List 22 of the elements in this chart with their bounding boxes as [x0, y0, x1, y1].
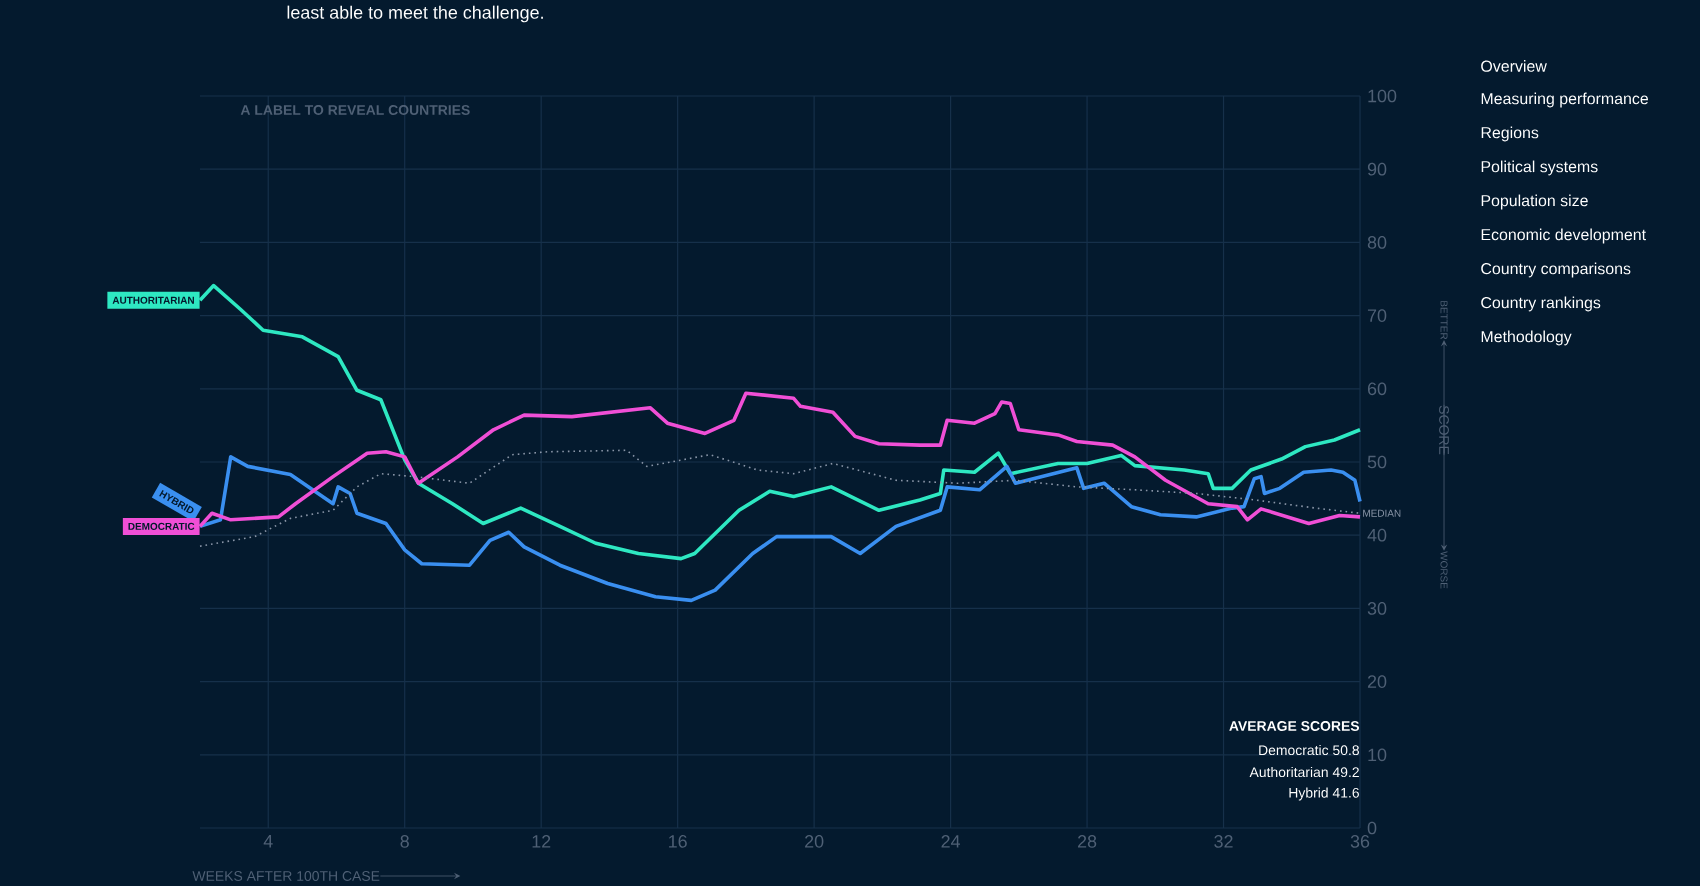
y-tick-label: 20: [1367, 675, 1387, 688]
x-tick-label: 32: [1214, 835, 1233, 848]
y-tick-label: 70: [1367, 309, 1387, 322]
y-tick-label: 50: [1367, 455, 1387, 469]
y-tick-label: 30: [1367, 602, 1387, 615]
text: least able to meet the challenge.: [287, 5, 543, 23]
line-series: [199, 449, 1361, 547]
x-tick-label: 24: [941, 835, 961, 848]
x-tick-label: 8: [400, 835, 409, 848]
x-tick-label: 12: [532, 835, 551, 848]
y-tick-label: 60: [1367, 382, 1387, 396]
x-tick-label: 16: [669, 835, 687, 848]
y-tick-label: 40: [1367, 528, 1387, 542]
y-tick-label: 90: [1367, 162, 1387, 176]
x-tick-label: 20: [805, 835, 824, 848]
x-tick-label: 28: [1078, 835, 1097, 848]
y-tick-label: 100: [1368, 89, 1397, 103]
y-tick-label: 80: [1367, 236, 1387, 249]
x-tick-label: 4: [263, 835, 273, 848]
y-tick-label: 0: [1367, 821, 1377, 835]
y-tick-label: 10: [1368, 748, 1387, 762]
x-tick-label: 36: [1350, 835, 1370, 848]
